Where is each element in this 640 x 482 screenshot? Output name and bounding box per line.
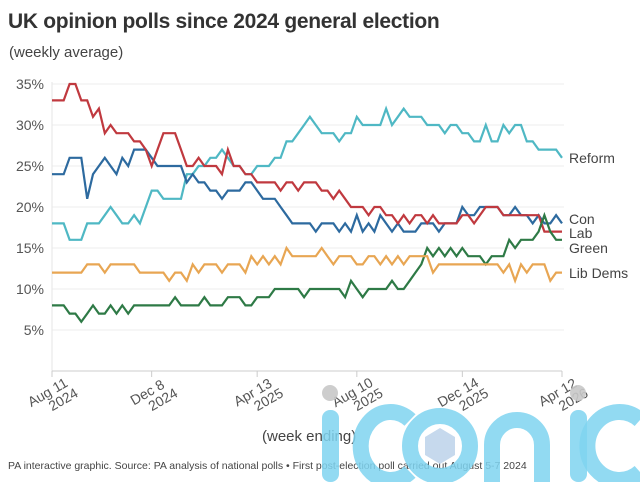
series-label-green: Green [569,240,608,256]
source-footer: PA interactive graphic. Source: PA analy… [8,460,527,472]
series-line-reform [52,105,563,241]
series-line-green [52,211,562,324]
y-tick-label: 30% [16,117,44,133]
series-label-reform: Reform [569,150,615,166]
y-tick-label: 35% [16,76,44,92]
y-tick-label: 10% [16,281,44,297]
series-label-lib-dems: Lib Dems [569,265,628,281]
series-lines [52,82,563,324]
series-line-lib-dems [52,245,562,285]
series-label-con: Con [569,211,595,227]
y-axis: 5% 10% 15% 20% 25% 30% 35% [16,76,44,338]
series-label-lab: Lab [569,225,593,241]
y-tick-label: 25% [16,158,44,174]
chart-subtitle: (weekly average) [9,44,124,61]
series-line-con [52,148,563,234]
y-tick-label: 15% [16,240,44,256]
series-line-lab [52,82,562,233]
y-tick-label: 5% [24,322,44,338]
chart-title: UK opinion polls since 2024 general elec… [8,10,440,33]
y-tick-label: 20% [16,199,44,215]
gridlines [51,82,564,371]
x-axis-label: (week ending) [262,428,357,445]
